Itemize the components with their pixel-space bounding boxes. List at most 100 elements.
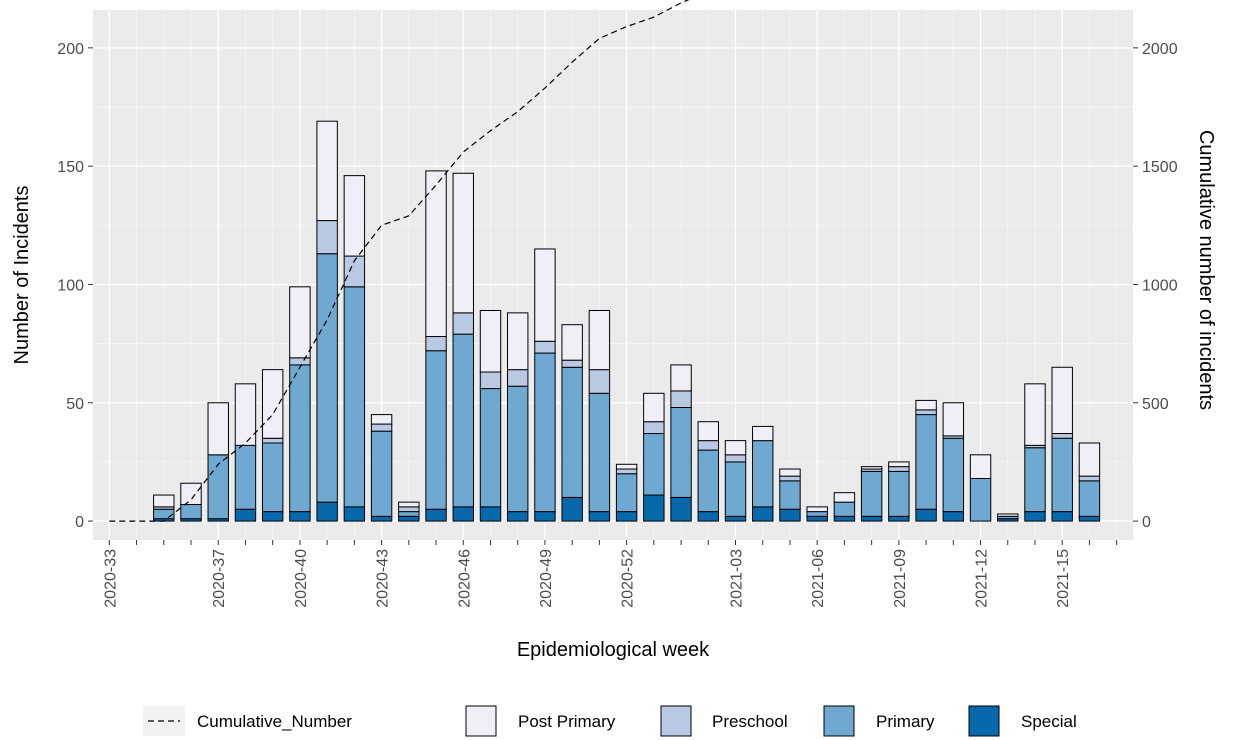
bar-segment [561,324,583,361]
bar-segment [833,515,856,522]
bar-segment [534,248,556,342]
bar-segment [425,508,447,522]
x-tick-label: 2020-43 [375,549,392,608]
bar-segment [452,333,474,508]
bar-segment [370,430,393,517]
bar-segment [234,444,257,510]
bar-segment [969,454,992,479]
bar-segment [860,515,883,522]
bar-segment [1078,475,1101,482]
bar-segment [1051,366,1073,435]
bar-segment [398,501,420,508]
bar-segment [316,120,338,222]
bar-segment [234,508,257,522]
bar-segment [724,454,747,463]
bar-segment [1078,515,1101,522]
bar-segment [615,511,638,522]
y2-tick-label: 1000 [1142,277,1178,294]
y2-tick-label: 2000 [1142,41,1178,58]
bar-segment [670,407,692,498]
bar-segment [180,482,202,506]
bar-segment [588,511,611,522]
bar-segment [888,466,910,472]
bar-segment [697,449,719,513]
bar-segment [779,508,801,522]
bar-segment [261,437,284,444]
legend-label-special: Special [1021,712,1077,731]
bar-segment [915,409,937,416]
bar-segment [261,369,284,439]
bar-segment [697,511,719,522]
bar-segment [724,440,747,456]
bar-segment [915,414,937,510]
bar-segment [997,513,1019,517]
y-tick-label: 200 [57,41,84,58]
bar-segment [643,433,665,496]
bar-segment [289,357,311,366]
bar-segment [153,508,175,520]
bar-segment [507,385,529,513]
bar-segment [942,511,965,522]
legend-key-preschool [660,705,692,737]
bar-segment [561,496,583,522]
legend-key-primary [823,705,855,737]
bar-segment [261,511,284,522]
bar-segment [153,494,175,508]
bar-segment [534,352,556,513]
x-tick-label: 2020-46 [456,549,473,608]
y2-axis-title: Cumulative number of incidents [1195,130,1217,410]
bar-segment [370,414,393,425]
bar-segment [779,480,801,510]
bar-segment [398,511,420,517]
bar-segment [479,309,502,373]
bar-segment [806,515,828,522]
bar-segment [833,501,856,517]
bar-segment [289,511,311,522]
bar-segment [370,423,393,432]
bar-segment [343,506,366,522]
legend-label-preschool: Preschool [712,712,788,731]
y-tick-label: 0 [75,514,84,531]
bar-segment [915,508,937,522]
bar-segment [207,402,229,456]
x-axis: 2020-33 2020-37 2020-40 2020-43 2020-46 2020-… [102,540,1118,608]
bar-segment [343,286,366,508]
bar-segment [888,470,910,517]
bar-segment [479,388,502,508]
bar-segment [643,421,665,435]
x-tick-label: 2020-40 [293,549,310,608]
bar-segment [860,466,883,470]
bar-segment [697,440,719,451]
y-axis-right: 0 500 1000 1500 2000 [1133,41,1178,531]
bar-segment [1024,383,1046,446]
bar-segment [615,473,638,513]
bar-segment [942,402,965,437]
bar-segment [452,172,474,314]
bar-segment [833,492,856,503]
bar-segment [670,496,692,522]
bar-segment [915,399,937,411]
bar-segment [643,392,665,423]
bar-segment [479,371,502,390]
x-tick-label: 2020-37 [211,549,228,608]
x-tick-label: 2020-49 [538,549,555,608]
bar-segment [724,515,747,522]
bar-segment [670,390,692,408]
bar-segment [1051,437,1073,513]
y-axis-left: 0 50 100 150 200 [57,41,93,531]
bar-segment [261,442,284,513]
bar-segment [507,369,529,387]
bar-segment [588,392,611,513]
bar-segment [752,440,774,508]
x-tick-label: 2021-09 [892,549,909,608]
bar-segment [507,312,529,371]
x-tick-label: 2021-03 [729,549,746,608]
bar-segment [942,437,965,513]
bar-segment [234,383,257,446]
x-axis-title: Epidemiological week [517,639,710,661]
bar-segment [779,475,801,482]
y-tick-label: 50 [66,396,84,413]
legend-label-post-primary: Post Primary [518,712,616,731]
bar-segment [697,421,719,442]
bar-segment [1078,480,1101,517]
